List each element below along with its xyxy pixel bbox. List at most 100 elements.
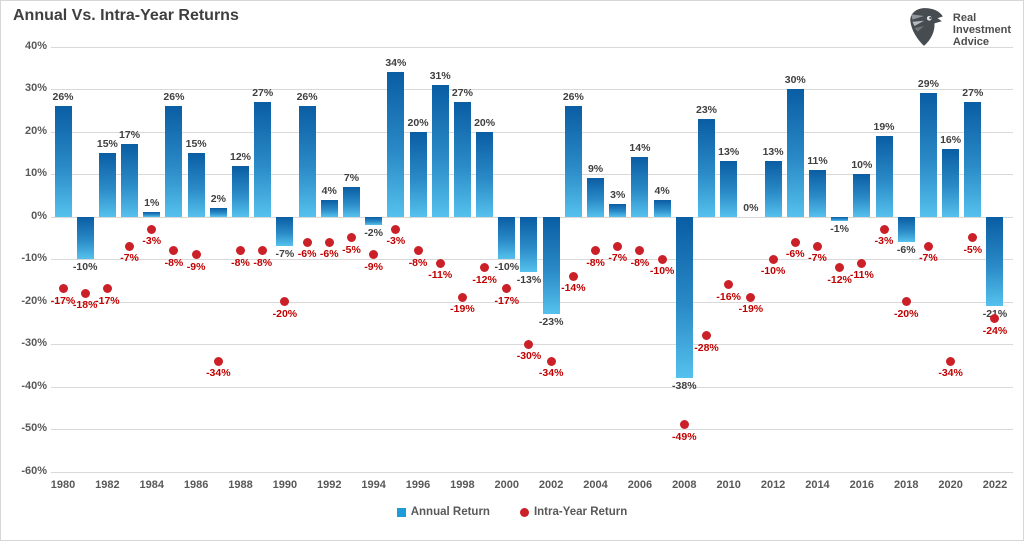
- gridline-40: [51, 46, 1013, 48]
- x-tick-1984: 1984: [139, 479, 164, 491]
- annual-label-2019: 29%: [917, 78, 939, 91]
- dot-1991: [302, 237, 312, 247]
- annual-label-1992: 4%: [321, 184, 337, 197]
- x-tick-1988: 1988: [228, 479, 253, 491]
- intra-label-2004: -8%: [586, 256, 605, 269]
- x-tick-2012: 2012: [760, 479, 786, 491]
- annual-label-1999: 20%: [474, 116, 496, 129]
- x-tick-2022: 2022: [982, 479, 1008, 491]
- x-tick-2000: 2000: [494, 479, 520, 491]
- dot-1993: [346, 233, 356, 243]
- bar-1994: [365, 216, 383, 225]
- annual-label-1982: 15%: [96, 137, 118, 150]
- intra-label-2013: -6%: [785, 248, 805, 260]
- dot-1981: [80, 288, 90, 298]
- dot-2022: [990, 314, 1000, 323]
- annual-label-1980: 26%: [52, 91, 74, 103]
- annual-label-1986: 15%: [185, 137, 207, 150]
- annual-label-2017: 19%: [873, 120, 895, 133]
- x-tick-1996: 1996: [405, 479, 431, 491]
- intra-label-1985: -8%: [164, 256, 184, 269]
- y-tick--30: -30%: [21, 337, 47, 349]
- bar-2013: [786, 89, 804, 217]
- x-tick-2008: 2008: [672, 479, 697, 491]
- intra-label-2016: -11%: [849, 269, 874, 282]
- intra-label-1989: -8%: [253, 256, 273, 269]
- x-tick-2002: 2002: [538, 479, 564, 491]
- dot-2017: [879, 224, 889, 234]
- bar-1980: [54, 106, 72, 217]
- annual-label-2013: 30%: [784, 74, 806, 86]
- intra-label-1982: -17%: [95, 294, 120, 307]
- y-tick--10: -10%: [21, 252, 47, 264]
- bar-2018: [897, 216, 915, 242]
- brand-line-2: Investment: [952, 23, 1011, 36]
- intra-label-2003: -14%: [561, 282, 586, 294]
- x-tick-2014: 2014: [805, 479, 830, 491]
- x-tick-1992: 1992: [317, 479, 342, 491]
- intra-label-1983: -7%: [120, 252, 139, 265]
- intra-label-1988: -8%: [231, 256, 250, 269]
- intra-label-2017: -3%: [874, 235, 894, 248]
- intra-label-2007: -10%: [649, 265, 675, 277]
- bar-1990: [276, 216, 294, 247]
- annual-label-1990: -7%: [275, 248, 295, 261]
- annual-label-2005: 3%: [610, 188, 626, 201]
- annual-label-2012: 13%: [762, 146, 784, 159]
- bar-2001: [520, 216, 538, 272]
- annual-label-2006: 14%: [629, 142, 651, 154]
- legend-intra-label: Intra-Year Return: [533, 506, 628, 518]
- intra-label-2001: -30%: [516, 350, 542, 362]
- bar-2005: [609, 203, 627, 217]
- annual-label-1998: 27%: [451, 86, 473, 99]
- annual-label-1991: 26%: [296, 91, 318, 103]
- y-tick--60: -60%: [21, 464, 47, 477]
- annual-label-1996: 20%: [407, 116, 429, 129]
- x-tick-2006: 2006: [627, 479, 653, 491]
- annual-label-1997: 31%: [429, 69, 451, 82]
- annual-label-1988: 12%: [230, 150, 252, 163]
- annual-label-2000: -10%: [494, 261, 520, 273]
- dot-2004: [591, 246, 601, 255]
- dot-1996: [413, 246, 423, 255]
- dot-1999: [480, 263, 490, 272]
- intra-label-2022: -24%: [982, 324, 1008, 337]
- bar-2022: [986, 216, 1004, 306]
- bar-2002: [542, 216, 560, 315]
- annual-label-2001: -13%: [516, 273, 542, 286]
- dot-1989: [258, 246, 268, 255]
- annual-label-2002: -23%: [538, 316, 564, 329]
- bar-2003: [564, 106, 582, 217]
- dot-2019: [923, 241, 933, 251]
- bar-1996: [409, 131, 427, 217]
- annual-label-1983: 17%: [119, 129, 141, 142]
- bar-1998: [453, 101, 471, 217]
- intra-label-2000: -17%: [494, 294, 520, 307]
- bar-1987: [209, 208, 227, 217]
- plot-area: 40% 30% 20% 10% 0% -10% -20% -30% -40% -50% -60% 26…: [21, 40, 1013, 491]
- x-tick-2016: 2016: [849, 479, 875, 491]
- bar-2009: [698, 118, 715, 217]
- bar-2014: [808, 169, 826, 217]
- brand-name: Real Investment Advice: [953, 12, 1011, 48]
- dot-2016: [857, 258, 867, 268]
- intra-label-1994: -9%: [364, 260, 383, 273]
- y-tick--50: -50%: [21, 422, 47, 434]
- dot-2010: [724, 280, 734, 289]
- y-tick--40: -40%: [21, 379, 47, 392]
- dot-2009: [702, 331, 711, 340]
- bar-2006: [631, 157, 649, 217]
- x-tick-1982: 1982: [95, 479, 120, 491]
- intra-label-2005: -7%: [608, 252, 628, 265]
- bar-2019: [919, 93, 937, 217]
- y-tick-40: 40%: [24, 39, 47, 52]
- dot-2006: [635, 246, 645, 255]
- intra-label-2009: -28%: [694, 341, 719, 354]
- dot-1994: [369, 250, 379, 260]
- dot-2013: [790, 237, 800, 247]
- chart-legend: Annual Return Intra-Year Return: [1, 506, 1023, 518]
- annual-label-2021: 27%: [962, 86, 984, 99]
- bar-2010: [720, 161, 738, 217]
- annual-label-2020: 16%: [940, 133, 962, 146]
- annual-label-2010: 13%: [718, 146, 740, 159]
